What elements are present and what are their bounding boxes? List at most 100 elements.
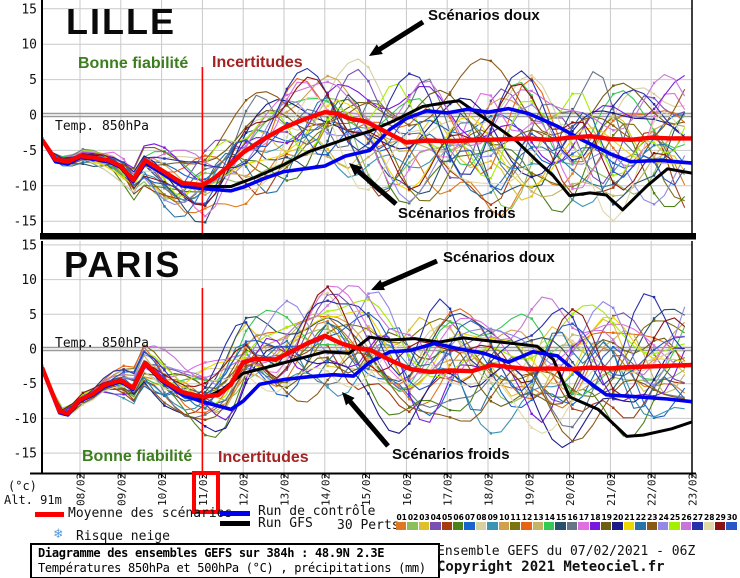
pert-number-05: 05 bbox=[442, 513, 453, 522]
label-good-reliability-paris: Bonne fiabilité bbox=[82, 448, 193, 465]
pert-number-08: 08 bbox=[476, 513, 487, 522]
pert-number-24: 24 bbox=[658, 513, 669, 522]
pert-number-21: 21 bbox=[624, 513, 635, 522]
pert-square-17 bbox=[578, 522, 589, 530]
svg-text:13/02: 13/02 bbox=[279, 473, 292, 506]
svg-text:-5: -5 bbox=[21, 377, 37, 392]
diagram-info-line2: Températures 850hPa et 500hPa (°C) , pré… bbox=[38, 561, 426, 575]
pert-square-22 bbox=[635, 522, 646, 530]
svg-text:19/02: 19/02 bbox=[523, 473, 536, 506]
snowflake-icon: ❄ bbox=[54, 526, 63, 542]
svg-text:15: 15 bbox=[21, 238, 37, 253]
svg-text:-15: -15 bbox=[14, 215, 37, 230]
run-info: Ensemble GEFS du 07/02/2021 - 06Z bbox=[437, 544, 696, 559]
chart-title-paris: PARIS bbox=[64, 244, 182, 285]
annotation-cold-scenarios-paris: Scénarios froids bbox=[392, 446, 510, 463]
svg-text:11/02: 11/02 bbox=[197, 473, 210, 506]
chart-title-lille: LILLE bbox=[66, 1, 176, 42]
pert-square-01 bbox=[396, 522, 407, 530]
pert-number-02: 02 bbox=[407, 513, 419, 522]
legend-control-label: Run de contrôle bbox=[258, 504, 376, 519]
highlight-date-box bbox=[192, 471, 220, 514]
svg-text:-10: -10 bbox=[14, 179, 37, 194]
pert-number-27: 27 bbox=[692, 513, 704, 522]
legend-gfs-label: Run GFS bbox=[258, 516, 313, 531]
svg-text:08/02: 08/02 bbox=[75, 473, 88, 506]
pert-number-01: 01 bbox=[396, 513, 407, 522]
svg-text:-10: -10 bbox=[14, 412, 37, 427]
pert-number-16: 16 bbox=[567, 513, 578, 522]
pert-square-30 bbox=[726, 522, 737, 530]
pert-number-06: 06 bbox=[453, 513, 464, 522]
diagram-info-box: Diagramme des ensembles GEFS sur 384h : … bbox=[30, 543, 440, 578]
svg-text:16/02: 16/02 bbox=[401, 473, 414, 506]
svg-text:22/02: 22/02 bbox=[646, 473, 659, 506]
pert-number-28: 28 bbox=[704, 513, 715, 522]
legend-gfs-swatch bbox=[220, 521, 250, 526]
pert-square-19 bbox=[601, 522, 612, 530]
copyright: Copyright 2021 Meteociel.fr bbox=[437, 559, 665, 575]
pert-square-10 bbox=[498, 522, 509, 530]
pert-number-22: 22 bbox=[635, 513, 647, 522]
label-uncertainty-paris: Incertitudes bbox=[218, 449, 309, 466]
label-good-reliability-lille: Bonne fiabilité bbox=[78, 55, 189, 72]
pert-square-02 bbox=[407, 522, 418, 530]
pert-number-29: 29 bbox=[715, 513, 726, 522]
legend-control-swatch bbox=[220, 511, 250, 516]
pert-number-10: 10 bbox=[498, 513, 510, 522]
svg-text:09/02: 09/02 bbox=[115, 473, 128, 506]
svg-text:5: 5 bbox=[29, 73, 37, 88]
pert-square-28 bbox=[703, 522, 714, 530]
svg-text:14/02: 14/02 bbox=[319, 473, 332, 506]
svg-text:-5: -5 bbox=[21, 144, 37, 159]
pert-number-30: 30 bbox=[726, 513, 738, 522]
label-temp-850hpa-paris: Temp. 850hPa bbox=[55, 336, 149, 351]
pert-number-19: 19 bbox=[601, 513, 612, 522]
pert-square-27 bbox=[692, 522, 703, 530]
pert-square-09 bbox=[487, 522, 498, 530]
pert-square-14 bbox=[544, 522, 555, 530]
perturbation-color-squares bbox=[396, 522, 738, 530]
pert-square-21 bbox=[623, 522, 635, 530]
pert-square-13 bbox=[532, 522, 544, 530]
svg-text:21/02: 21/02 bbox=[605, 473, 618, 506]
pert-number-13: 13 bbox=[533, 513, 544, 522]
annotation-mild-scenarios-paris: Scénarios doux bbox=[443, 249, 555, 266]
svg-text:23/02: 23/02 bbox=[687, 473, 700, 506]
pert-square-23 bbox=[646, 522, 657, 530]
svg-text:0: 0 bbox=[29, 343, 37, 358]
legend-mean-label: Moyenne des scénarios bbox=[68, 506, 233, 521]
svg-text:17/02: 17/02 bbox=[442, 473, 455, 506]
pert-square-26 bbox=[680, 522, 692, 530]
pert-number-18: 18 bbox=[590, 513, 601, 522]
svg-text:10/02: 10/02 bbox=[156, 473, 169, 506]
perturbation-legend: 01 02 03 04 05 06 07 08 09 10 11 12 13 14 15 16 17 18 19 20… bbox=[396, 513, 738, 530]
annotation-mild-scenarios-lille: Scénarios doux bbox=[428, 7, 540, 24]
svg-text:18/02: 18/02 bbox=[483, 473, 496, 506]
pert-square-04 bbox=[430, 522, 441, 530]
legend-perts-label: 30 Perts. bbox=[337, 518, 408, 533]
pert-square-29 bbox=[714, 522, 726, 530]
pert-number-09: 09 bbox=[487, 513, 499, 522]
altitude-label: Alt. 91m bbox=[4, 493, 62, 507]
pert-number-12: 12 bbox=[521, 513, 533, 522]
pert-number-15: 15 bbox=[555, 513, 567, 522]
legend-mean-swatch bbox=[35, 512, 64, 517]
pert-square-24 bbox=[657, 522, 669, 530]
svg-text:5: 5 bbox=[29, 308, 37, 323]
pert-square-05 bbox=[441, 522, 452, 530]
legend-snow-label: Risque neige bbox=[76, 529, 170, 544]
svg-text:15: 15 bbox=[21, 2, 37, 17]
pert-number-07: 07 bbox=[464, 513, 476, 522]
pert-square-06 bbox=[452, 522, 464, 530]
pert-square-11 bbox=[509, 522, 521, 530]
annotation-cold-scenarios-lille: Scénarios froids bbox=[398, 205, 516, 222]
pert-number-11: 11 bbox=[510, 513, 521, 522]
pert-square-16 bbox=[566, 522, 578, 530]
pert-number-14: 14 bbox=[544, 513, 555, 522]
pert-number-25: 25 bbox=[669, 513, 681, 522]
label-temp-850hpa-lille: Temp. 850hPa bbox=[55, 119, 149, 134]
pert-square-25 bbox=[669, 522, 680, 530]
pert-square-15 bbox=[555, 522, 566, 530]
